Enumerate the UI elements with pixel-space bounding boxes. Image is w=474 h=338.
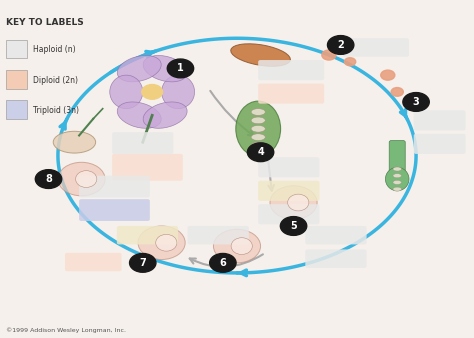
Circle shape: [345, 58, 356, 66]
Ellipse shape: [213, 230, 261, 263]
Ellipse shape: [251, 117, 265, 124]
FancyBboxPatch shape: [258, 157, 319, 177]
Ellipse shape: [393, 174, 401, 178]
Circle shape: [247, 143, 274, 162]
Ellipse shape: [393, 167, 401, 171]
FancyBboxPatch shape: [258, 204, 319, 224]
FancyBboxPatch shape: [414, 110, 465, 130]
Text: ©1999 Addison Wesley Longman, Inc.: ©1999 Addison Wesley Longman, Inc.: [6, 328, 126, 333]
FancyBboxPatch shape: [258, 60, 324, 80]
Ellipse shape: [393, 187, 401, 191]
Text: 8: 8: [45, 174, 52, 184]
Circle shape: [210, 254, 236, 272]
FancyBboxPatch shape: [258, 181, 319, 201]
FancyBboxPatch shape: [112, 154, 183, 181]
Text: 6: 6: [219, 258, 226, 268]
FancyBboxPatch shape: [305, 226, 366, 244]
Ellipse shape: [58, 162, 105, 196]
Text: 7: 7: [139, 258, 146, 268]
Circle shape: [328, 35, 354, 54]
FancyBboxPatch shape: [6, 100, 27, 119]
Circle shape: [280, 217, 307, 235]
Ellipse shape: [393, 180, 401, 185]
Ellipse shape: [251, 125, 265, 132]
FancyBboxPatch shape: [6, 70, 27, 89]
Text: 3: 3: [413, 97, 419, 107]
FancyBboxPatch shape: [65, 253, 121, 271]
FancyBboxPatch shape: [117, 226, 178, 244]
Ellipse shape: [138, 226, 185, 260]
Circle shape: [322, 50, 336, 60]
Ellipse shape: [143, 55, 187, 82]
Text: Haploid (n): Haploid (n): [34, 46, 76, 54]
Ellipse shape: [53, 131, 96, 153]
Ellipse shape: [231, 238, 252, 255]
Text: 2: 2: [337, 40, 344, 50]
Ellipse shape: [385, 167, 409, 191]
Circle shape: [142, 84, 163, 99]
Ellipse shape: [251, 108, 265, 115]
Ellipse shape: [117, 102, 161, 128]
FancyBboxPatch shape: [389, 141, 405, 177]
Ellipse shape: [110, 75, 143, 108]
FancyBboxPatch shape: [112, 132, 173, 154]
Text: Triploid (3n): Triploid (3n): [34, 106, 80, 115]
Ellipse shape: [236, 101, 281, 156]
Text: KEY TO LABELS: KEY TO LABELS: [6, 18, 84, 27]
FancyBboxPatch shape: [79, 199, 150, 221]
Ellipse shape: [231, 44, 291, 66]
Text: 1: 1: [177, 64, 184, 73]
FancyBboxPatch shape: [6, 40, 27, 58]
Ellipse shape: [162, 75, 195, 108]
Text: Diploid (2n): Diploid (2n): [34, 76, 78, 84]
Ellipse shape: [270, 186, 317, 219]
FancyBboxPatch shape: [258, 83, 324, 104]
Ellipse shape: [143, 102, 187, 128]
Text: 4: 4: [257, 147, 264, 157]
Ellipse shape: [117, 55, 161, 82]
Ellipse shape: [156, 234, 177, 251]
Ellipse shape: [251, 142, 265, 149]
Circle shape: [391, 88, 403, 96]
FancyBboxPatch shape: [305, 249, 366, 268]
Circle shape: [36, 170, 62, 189]
Circle shape: [129, 254, 156, 272]
FancyBboxPatch shape: [414, 134, 465, 154]
Circle shape: [403, 93, 429, 111]
FancyBboxPatch shape: [343, 38, 409, 57]
Circle shape: [167, 59, 194, 78]
Ellipse shape: [251, 134, 265, 141]
Text: 5: 5: [290, 221, 297, 231]
Circle shape: [381, 70, 395, 80]
FancyBboxPatch shape: [188, 226, 249, 244]
Ellipse shape: [288, 194, 309, 211]
FancyBboxPatch shape: [79, 176, 150, 197]
Ellipse shape: [76, 171, 97, 188]
